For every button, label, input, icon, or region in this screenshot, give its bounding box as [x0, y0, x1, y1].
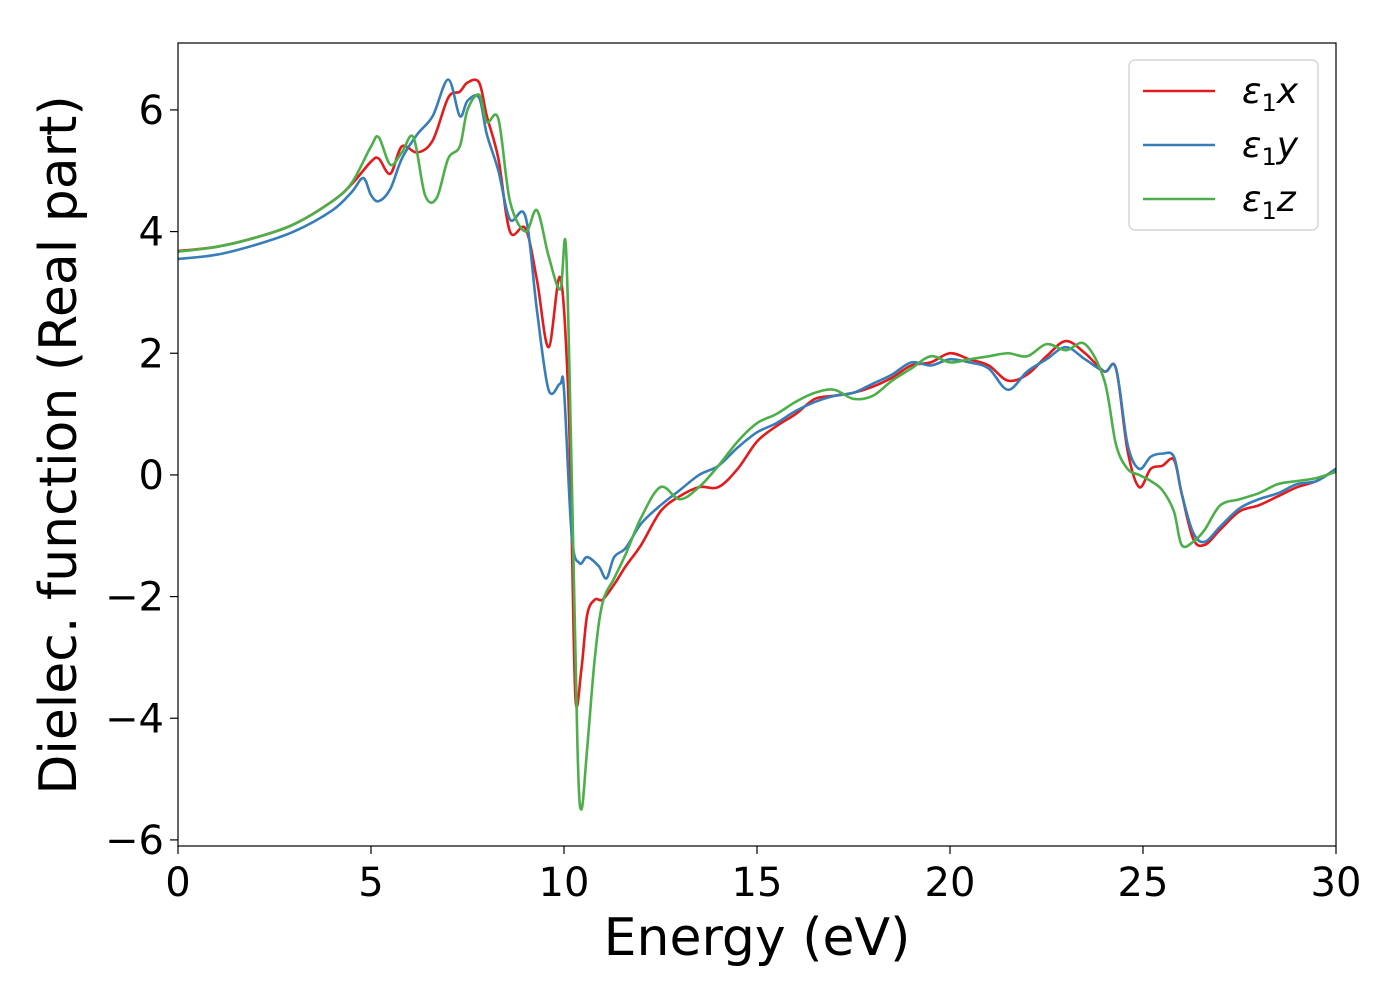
- legend-label-z: ε1z: [1242, 179, 1297, 225]
- x-tick-label: 30: [1311, 860, 1362, 906]
- y-tick-label: 0: [139, 453, 164, 499]
- y-tick-label: 2: [139, 331, 164, 377]
- x-axis-title: Energy (eV): [604, 908, 911, 968]
- x-tick-label: 10: [539, 860, 590, 906]
- y-tick-label: 4: [139, 210, 164, 256]
- x-axis-ticks: 0 5 10 15 20 25 30: [165, 846, 1361, 906]
- series-line-y: [177, 78, 1337, 580]
- x-tick-label: 25: [1118, 860, 1169, 906]
- x-tick-label: 20: [925, 860, 976, 906]
- y-tick-label: −6: [105, 818, 164, 864]
- legend-label-x: ε1x: [1242, 71, 1299, 117]
- legend-items: ε1x ε1y ε1z: [1143, 71, 1299, 225]
- y-tick-label: −2: [105, 575, 164, 621]
- legend: ε1x ε1y ε1z: [1128, 59, 1319, 231]
- y-axis-ticks: −6 −4 −2 0 2 4 6: [105, 88, 178, 864]
- series-line-z: [177, 93, 1337, 811]
- x-tick-label: 15: [732, 860, 783, 906]
- legend-box: [1128, 59, 1319, 231]
- x-tick-label: 0: [165, 860, 190, 906]
- y-axis-title: Dielec. function (Real part): [29, 95, 89, 794]
- y-tick-label: 6: [139, 88, 164, 134]
- y-tick-label: −4: [105, 696, 164, 742]
- series-line-x: [177, 78, 1337, 709]
- legend-label-y: ε1y: [1242, 125, 1299, 171]
- x-tick-label: 5: [358, 860, 383, 906]
- series-layer: [177, 78, 1337, 811]
